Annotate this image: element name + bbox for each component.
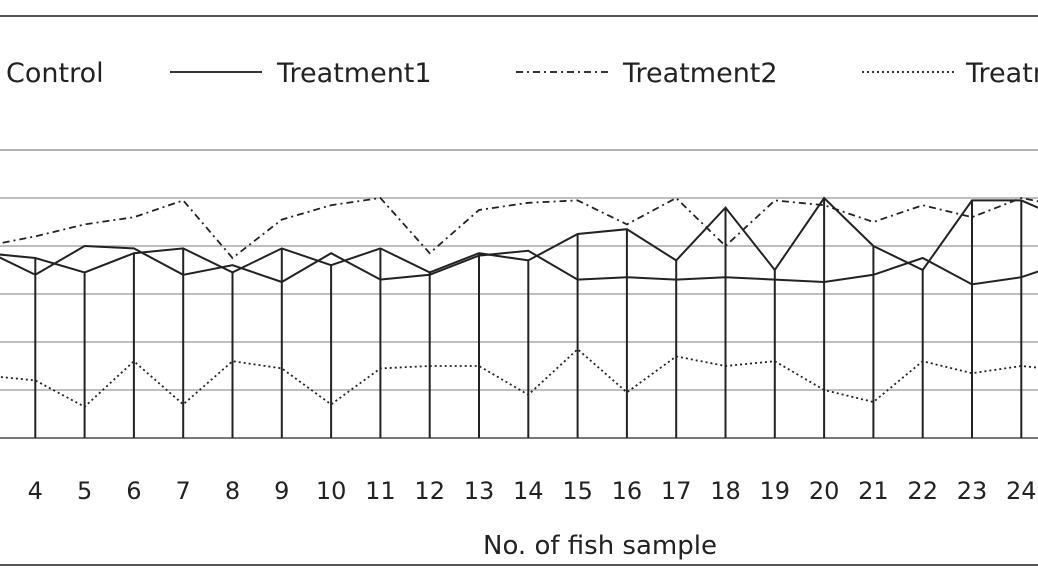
series-group xyxy=(0,196,1038,438)
series-line xyxy=(0,196,1038,274)
legend-item: Control xyxy=(6,58,104,89)
legend-label: Treatment2 xyxy=(622,58,778,89)
x-tick-label: 22 xyxy=(907,477,938,505)
x-tick-label: 12 xyxy=(414,477,445,505)
x-axis-title: No. of fish sample xyxy=(483,531,717,561)
series-line xyxy=(0,196,1038,260)
legend-label: Control xyxy=(6,58,104,89)
x-tick-label: 9 xyxy=(274,477,289,505)
x-tick-label: 21 xyxy=(858,477,889,505)
legend-item: Treatment2 xyxy=(516,58,778,89)
x-tick-label: 7 xyxy=(176,477,191,505)
x-tick-label: 10 xyxy=(316,477,347,505)
x-tick-label: 14 xyxy=(513,477,544,505)
x-tick-labels: 345678910111213141516171819202122232425 xyxy=(28,477,1037,505)
legend-label: Treatment3 xyxy=(965,58,1038,89)
x-tick-label: 4 xyxy=(28,477,43,505)
series-line xyxy=(0,347,1038,408)
series-treatment3 xyxy=(0,347,1038,408)
x-tick-label: 15 xyxy=(562,477,593,505)
x-tick-label: 13 xyxy=(464,477,495,505)
x-tick-label: 11 xyxy=(365,477,396,505)
series-control xyxy=(0,244,1038,286)
legend-item: Treatment3 xyxy=(862,58,1038,89)
x-tick-label: 23 xyxy=(957,477,988,505)
series-treatment2 xyxy=(0,196,1038,260)
legend: Control Treatment1 Treatment2 Treatment3 xyxy=(6,58,1038,89)
x-tick-label: 17 xyxy=(661,477,692,505)
x-tick-label: 5 xyxy=(77,477,92,505)
x-tick-label: 18 xyxy=(710,477,741,505)
x-tick-label: 16 xyxy=(612,477,643,505)
series-treatment1 xyxy=(0,196,1038,438)
series-line xyxy=(0,244,1038,286)
x-tick-label: 19 xyxy=(760,477,791,505)
x-tick-label: 20 xyxy=(809,477,840,505)
legend-label: Treatment1 xyxy=(276,58,432,89)
x-tick-label: 6 xyxy=(126,477,141,505)
drop-lines xyxy=(34,198,1023,438)
x-tick-label: 8 xyxy=(225,477,240,505)
x-tick-label: 24 xyxy=(1006,477,1037,505)
legend-item: Treatment1 xyxy=(170,58,432,89)
